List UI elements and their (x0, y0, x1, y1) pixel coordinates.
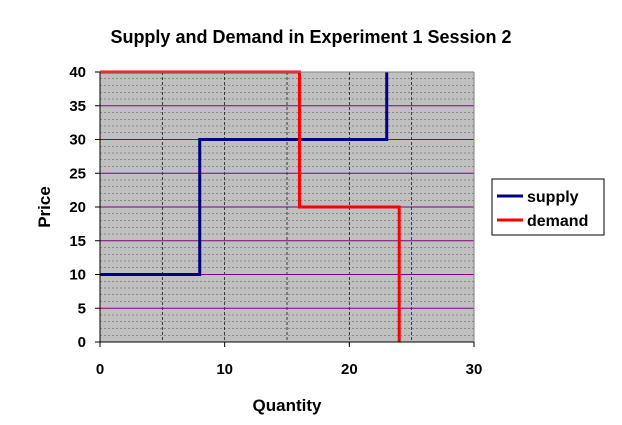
x-tick-label: 20 (341, 361, 358, 378)
y-tick-label: 15 (69, 233, 86, 250)
y-tick-label: 30 (69, 132, 86, 149)
x-tick-label: 30 (466, 361, 483, 378)
y-tick-labels: 0 5 10 15 20 25 30 35 40 (69, 64, 100, 351)
y-tick-label: 0 (78, 334, 86, 351)
x-tick-label: 0 (96, 361, 104, 378)
chart-title: Supply and Demand in Experiment 1 Sessio… (110, 27, 511, 47)
x-tick-label: 10 (216, 361, 233, 378)
legend-label-supply: supply (527, 189, 579, 206)
y-tick-label: 25 (69, 165, 86, 182)
y-axis-label: Price (35, 186, 54, 228)
legend: supply demand (491, 178, 605, 236)
y-tick-label: 5 (78, 300, 86, 317)
y-tick-label: 20 (69, 199, 86, 216)
y-tick-label: 40 (69, 64, 86, 81)
legend-label-demand: demand (527, 213, 588, 230)
y-tick-label: 10 (69, 267, 86, 284)
series-line-supply (100, 72, 389, 276)
x-axis-label: Quantity (253, 396, 322, 415)
y-tick-label: 35 (69, 98, 86, 115)
legend-box (491, 178, 605, 236)
x-tick-labels: 0 10 20 30 (96, 342, 483, 378)
